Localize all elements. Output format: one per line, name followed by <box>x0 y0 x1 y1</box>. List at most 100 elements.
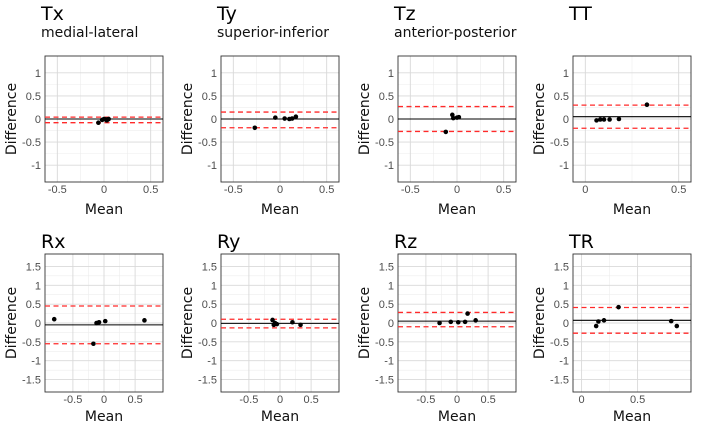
x-tick-label: 0.5 <box>480 394 495 406</box>
x-tick-label: 0.5 <box>496 184 511 196</box>
y-tick-label: -1.5 <box>550 375 569 387</box>
data-point <box>593 323 599 329</box>
panel-title-rx: Rx <box>41 231 65 253</box>
y-tick-label: -1 <box>384 356 394 368</box>
y-tick-label: 0.5 <box>554 299 569 311</box>
y-tick-label: 0 <box>211 318 217 330</box>
data-point <box>456 114 462 120</box>
data-point <box>601 117 607 122</box>
x-axis-label: Mean <box>613 409 651 425</box>
x-tick-label: 0.5 <box>630 394 645 406</box>
y-tick-label: 0.5 <box>379 299 394 311</box>
data-point <box>106 116 111 122</box>
panel-title-ty: Ty <box>216 3 237 25</box>
y-tick-label: 1 <box>211 280 217 292</box>
y-tick-label: 0 <box>563 318 569 330</box>
y-tick-label: -0.5 <box>375 337 394 349</box>
y-tick-label: 1.5 <box>379 261 394 273</box>
panel-title-tx: Tx <box>40 3 64 25</box>
y-axis-label: Difference <box>532 287 548 359</box>
y-tick-label: 0.5 <box>26 91 41 103</box>
x-tick-label: 0.5 <box>319 184 334 196</box>
x-tick-label: 0 <box>579 394 585 406</box>
y-axis-label: Difference <box>4 83 20 155</box>
y-tick-label: 0.5 <box>554 91 569 103</box>
data-point <box>596 319 601 324</box>
y-tick-label: 1.5 <box>26 261 41 273</box>
x-tick-label: 0 <box>101 184 107 196</box>
x-tick-label: 0.5 <box>143 184 158 196</box>
panel-subtitle-tz: anterior-posterior <box>394 25 517 41</box>
x-tick-label: 0.5 <box>671 184 686 196</box>
x-tick-label: 0 <box>101 394 107 406</box>
y-axis-label: Difference <box>180 83 196 155</box>
y-tick-label: -1.5 <box>375 375 394 387</box>
y-tick-label: 1.5 <box>202 261 217 273</box>
y-tick-label: 0.5 <box>202 91 217 103</box>
data-point <box>607 117 612 122</box>
data-point <box>455 319 461 325</box>
x-tick-label: -0.5 <box>239 394 258 406</box>
y-tick-label: -1 <box>207 160 217 172</box>
data-point <box>282 116 287 121</box>
y-tick-label: 1 <box>211 68 217 80</box>
y-tick-label: -1.5 <box>22 375 41 387</box>
data-point <box>644 102 650 107</box>
panel-title-tz: Tz <box>393 3 416 25</box>
y-tick-label: -0.5 <box>550 137 569 149</box>
y-tick-label: -0.5 <box>375 137 394 149</box>
y-tick-label: 1 <box>388 68 394 80</box>
data-point <box>450 115 456 121</box>
y-tick-label: -1 <box>31 160 41 172</box>
x-axis-label: Mean <box>613 202 651 218</box>
x-tick-label: 0 <box>277 394 283 406</box>
data-point <box>443 129 449 135</box>
data-point <box>274 321 280 327</box>
data-point <box>601 318 607 323</box>
y-tick-label: -1 <box>207 356 217 368</box>
y-tick-label: -1 <box>31 356 41 368</box>
x-tick-label: -0.5 <box>224 184 243 196</box>
panel-ry: Ry -1.5 -1 -0.5 0 0.5 1 1.5 -0.5 0 0.5 Mean Differen… <box>180 231 340 425</box>
y-tick-label: 0.5 <box>379 91 394 103</box>
data-point <box>96 319 102 325</box>
data-point <box>273 115 278 120</box>
data-point <box>448 319 454 325</box>
panel-title-tt: TT <box>568 3 592 25</box>
y-tick-label: 1 <box>35 68 41 80</box>
y-tick-label: 0 <box>388 114 394 126</box>
data-point <box>252 125 258 131</box>
data-point <box>142 318 147 323</box>
y-tick-label: 1.5 <box>554 261 569 273</box>
y-tick-label: -0.5 <box>22 137 41 149</box>
x-tick-label: 0.5 <box>127 394 142 406</box>
y-tick-label: -1 <box>384 160 394 172</box>
x-axis-label: Mean <box>85 202 123 218</box>
data-point <box>668 318 674 324</box>
y-tick-label: 1 <box>388 280 394 292</box>
panel-subtitle-ty: superior-inferior <box>217 25 329 41</box>
data-point <box>473 318 478 323</box>
data-point <box>616 116 622 122</box>
data-point <box>293 114 299 119</box>
data-point <box>594 118 599 123</box>
panel-rx: Rx -1.5 -1 -0.5 0 0.5 1 1.5 -0.5 0 0.5 Mean Differen… <box>4 231 164 425</box>
data-point <box>290 319 295 325</box>
data-point <box>674 323 680 329</box>
data-point <box>91 341 96 347</box>
y-axis-label: Difference <box>180 287 196 359</box>
panel-tr: TR -1.5 -1 -0.5 0 0.5 1 1.5 0 0.5 Mean Difference <box>532 231 692 425</box>
y-tick-label: -0.5 <box>22 337 41 349</box>
panel-subtitle-tx: medial-lateral <box>41 25 138 41</box>
y-axis-label: Difference <box>357 83 373 155</box>
y-tick-label: 0.5 <box>26 299 41 311</box>
x-axis-label: Mean <box>438 409 476 425</box>
x-tick-label: -0.5 <box>48 184 67 196</box>
y-axis-label: Difference <box>532 83 548 155</box>
x-tick-label: -0.5 <box>416 394 435 406</box>
data-point <box>465 311 470 316</box>
y-axis-label: Difference <box>357 287 373 359</box>
